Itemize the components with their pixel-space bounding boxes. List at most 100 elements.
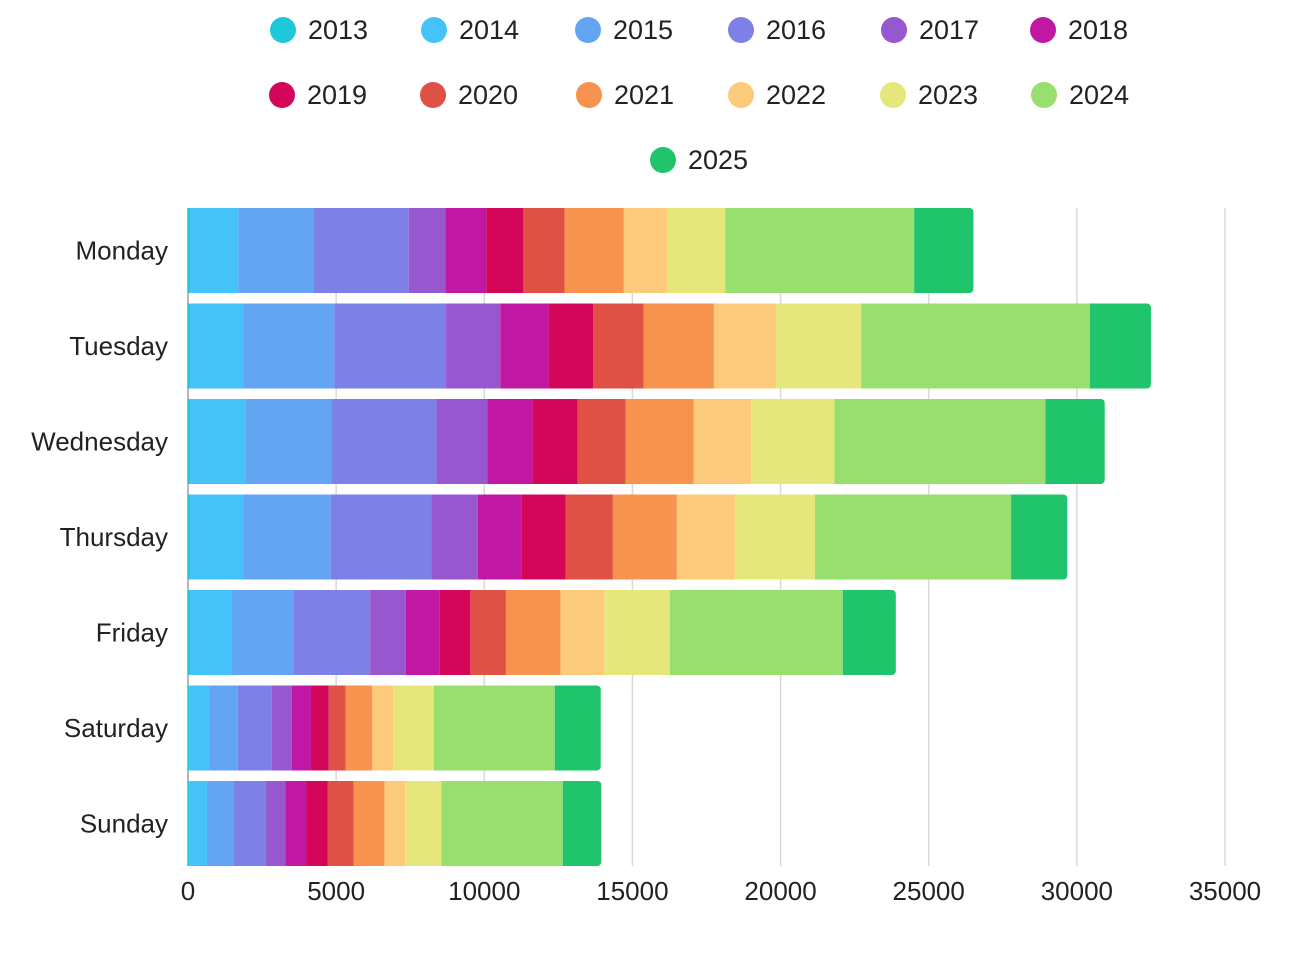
legend-swatch bbox=[728, 82, 754, 108]
bar-segment-2025 bbox=[1045, 399, 1101, 484]
bar-segment-2025 bbox=[1011, 494, 1064, 580]
bar-segment-2024 bbox=[441, 781, 563, 866]
bars bbox=[188, 208, 1151, 866]
bar-segment-2020 bbox=[577, 399, 626, 484]
bar-end-cap bbox=[1055, 494, 1068, 580]
x-tick-label: 10000 bbox=[448, 876, 520, 906]
bar-segment-2020 bbox=[328, 685, 346, 771]
bar-segment-2023 bbox=[734, 494, 815, 580]
bar-segment-2013 bbox=[188, 590, 191, 675]
bar-end-cap bbox=[1092, 399, 1105, 484]
bar-segment-2014 bbox=[190, 494, 244, 580]
bar-segment-2015 bbox=[238, 208, 314, 293]
bar-segment-2016 bbox=[237, 685, 272, 771]
bar-row-thursday bbox=[188, 494, 1068, 580]
bar-row-monday bbox=[188, 208, 974, 293]
bar-segment-2021 bbox=[353, 781, 385, 866]
bar-segment-2016 bbox=[233, 781, 266, 866]
bar-segment-2017 bbox=[446, 303, 501, 389]
bar-segment-2013 bbox=[188, 781, 190, 866]
bar-segment-2022 bbox=[384, 781, 406, 866]
legend-item-2020: 2020 bbox=[420, 80, 518, 110]
bar-segment-2013 bbox=[188, 208, 191, 293]
bar-segment-2022 bbox=[693, 399, 752, 484]
legend-item-2013: 2013 bbox=[270, 15, 368, 45]
legend-label: 2019 bbox=[307, 80, 367, 110]
bar-segment-2020 bbox=[327, 781, 354, 866]
legend-item-2023: 2023 bbox=[880, 80, 978, 110]
bar-segment-2022 bbox=[713, 303, 777, 389]
bar-end-cap bbox=[1138, 303, 1151, 389]
x-tick-label: 35000 bbox=[1189, 876, 1261, 906]
bar-segment-2015 bbox=[243, 303, 335, 389]
bar-segment-2017 bbox=[431, 494, 478, 580]
legend-swatch bbox=[575, 17, 601, 43]
bar-segment-2018 bbox=[285, 781, 307, 866]
bar-segment-2019 bbox=[439, 590, 471, 675]
bar-segment-2019 bbox=[486, 208, 524, 293]
bar-segment-2017 bbox=[265, 781, 286, 866]
category-label: Friday bbox=[96, 618, 168, 648]
bar-segment-2016 bbox=[293, 590, 371, 675]
bar-segment-2022 bbox=[560, 590, 605, 675]
bar-segment-2024 bbox=[834, 399, 1046, 484]
bar-segment-2013 bbox=[188, 303, 191, 389]
legend-label: 2024 bbox=[1069, 80, 1129, 110]
bar-segment-2023 bbox=[405, 781, 442, 866]
bar-segment-2024 bbox=[669, 590, 843, 675]
bar-segment-2018 bbox=[487, 399, 533, 484]
legend-swatch bbox=[270, 17, 296, 43]
bar-end-cap bbox=[883, 590, 896, 675]
legend-label: 2017 bbox=[919, 15, 979, 45]
legend-label: 2013 bbox=[308, 15, 368, 45]
legend-label: 2023 bbox=[918, 80, 978, 110]
legend-item-2018: 2018 bbox=[1030, 15, 1128, 45]
bar-row-tuesday bbox=[188, 303, 1151, 389]
legend-swatch bbox=[880, 82, 906, 108]
bar-segment-2025 bbox=[1089, 303, 1147, 389]
legend-label: 2016 bbox=[766, 15, 826, 45]
bar-segment-2022 bbox=[372, 685, 394, 771]
bar-segment-2015 bbox=[231, 590, 294, 675]
legend-item-2019: 2019 bbox=[269, 80, 367, 110]
category-label: Monday bbox=[76, 236, 169, 266]
bar-segment-2021 bbox=[564, 208, 624, 293]
x-tick-label: 0 bbox=[181, 876, 195, 906]
bar-segment-2020 bbox=[523, 208, 565, 293]
bar-segment-2018 bbox=[405, 590, 440, 675]
bar-end-cap bbox=[588, 685, 601, 771]
bar-segment-2020 bbox=[470, 590, 506, 675]
bar-end-cap bbox=[961, 208, 974, 293]
legend-swatch bbox=[576, 82, 602, 108]
bar-segment-2017 bbox=[271, 685, 292, 771]
bar-segment-2014 bbox=[190, 590, 232, 675]
bar-segment-2020 bbox=[565, 494, 613, 580]
bar-segment-2018 bbox=[477, 494, 522, 580]
legend-item-2015: 2015 bbox=[575, 15, 673, 45]
legend-swatch bbox=[269, 82, 295, 108]
bar-segment-2016 bbox=[313, 208, 409, 293]
bar-segment-2019 bbox=[310, 685, 329, 771]
x-tick-label: 25000 bbox=[893, 876, 965, 906]
bar-segment-2017 bbox=[408, 208, 446, 293]
bar-segment-2013 bbox=[188, 399, 191, 484]
bar-segment-2019 bbox=[521, 494, 566, 580]
legend-swatch bbox=[1030, 17, 1056, 43]
legend-swatch bbox=[881, 17, 907, 43]
x-tick-label: 15000 bbox=[596, 876, 668, 906]
bar-segment-2024 bbox=[814, 494, 1012, 580]
bar-row-saturday bbox=[188, 685, 601, 771]
bar-segment-2025 bbox=[914, 208, 970, 293]
bar-segment-2018 bbox=[500, 303, 549, 389]
bar-segment-2015 bbox=[206, 781, 234, 866]
bar-segment-2015 bbox=[209, 685, 238, 771]
legend-item-2022: 2022 bbox=[728, 80, 826, 110]
legend-item-2014: 2014 bbox=[421, 15, 519, 45]
legend-item-2025: 2025 bbox=[650, 145, 748, 175]
bar-segment-2023 bbox=[751, 399, 835, 484]
bar-segment-2013 bbox=[188, 494, 191, 580]
bar-segment-2020 bbox=[593, 303, 644, 389]
category-label: Saturday bbox=[64, 713, 168, 743]
bar-segment-2016 bbox=[331, 399, 437, 484]
